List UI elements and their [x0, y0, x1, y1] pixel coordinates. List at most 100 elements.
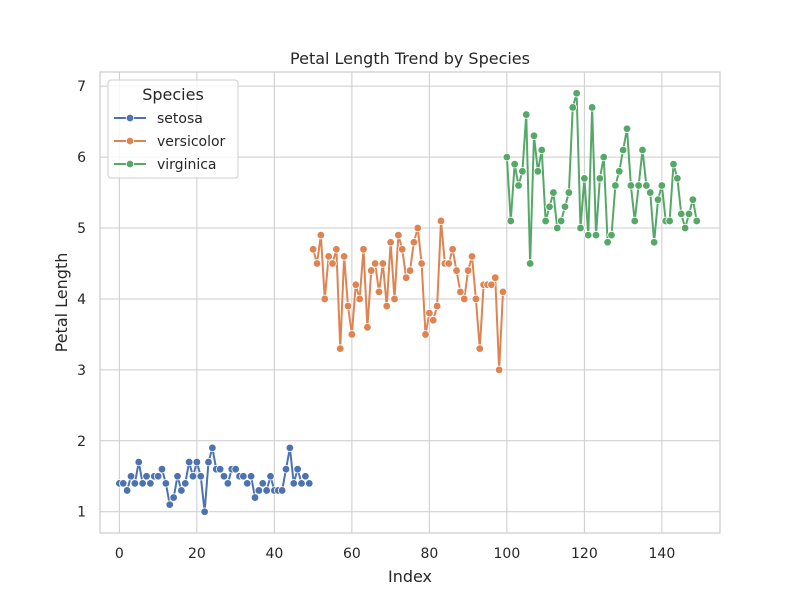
- data-point-versicolor: [374, 287, 384, 297]
- data-point-virginica: [549, 188, 558, 197]
- chart-title: Petal Length Trend by Species: [290, 49, 530, 68]
- data-point-setosa: [239, 472, 248, 481]
- data-point-virginica: [525, 259, 535, 268]
- data-point-virginica: [684, 209, 694, 219]
- data-point-setosa: [146, 479, 155, 488]
- data-point-virginica: [630, 216, 639, 226]
- data-point-setosa: [157, 464, 167, 474]
- data-point-setosa: [215, 464, 225, 474]
- data-point-versicolor: [328, 259, 337, 268]
- data-point-setosa: [138, 479, 147, 488]
- data-point-versicolor: [359, 245, 368, 254]
- x-tick-label: 100: [494, 546, 521, 562]
- data-point-versicolor: [491, 273, 500, 282]
- series-setosa: [115, 443, 314, 516]
- data-point-virginica: [607, 230, 616, 240]
- x-tick-label: 80: [420, 546, 438, 562]
- data-point-virginica: [646, 188, 655, 197]
- y-tick-label: 7: [77, 79, 86, 95]
- data-point-versicolor: [463, 266, 473, 275]
- data-point-versicolor: [436, 216, 446, 226]
- data-point-setosa: [153, 472, 163, 481]
- series-virginica: [502, 89, 701, 268]
- data-point-virginica: [572, 89, 581, 98]
- tick-labels: 0 20 40 60 80 100 120 140 1 2 3 4 5 6 7: [77, 79, 675, 562]
- legend-item-versicolor: versicolor: [114, 134, 226, 150]
- data-point-versicolor: [498, 287, 508, 297]
- data-point-virginica: [653, 195, 663, 204]
- data-point-setosa: [188, 472, 198, 481]
- data-point-versicolor: [308, 245, 318, 254]
- legend-item-setosa: setosa: [114, 111, 203, 127]
- data-point-versicolor: [386, 238, 395, 247]
- data-point-setosa: [231, 464, 240, 474]
- legend-item-virginica: virginica: [114, 157, 217, 173]
- data-point-setosa: [305, 479, 314, 488]
- data-point-setosa: [169, 493, 178, 502]
- data-point-setosa: [165, 500, 174, 509]
- data-point-virginica: [560, 202, 570, 211]
- data-point-setosa: [196, 472, 205, 481]
- data-point-versicolor: [409, 238, 419, 247]
- data-point-versicolor: [405, 266, 415, 275]
- data-point-versicolor: [421, 330, 430, 339]
- data-point-versicolor: [370, 259, 380, 268]
- data-point-setosa: [219, 472, 229, 481]
- data-point-setosa: [126, 472, 136, 481]
- data-point-setosa: [192, 457, 202, 467]
- data-point-virginica: [611, 181, 620, 190]
- x-tick-label: 40: [265, 546, 283, 562]
- data-point-setosa: [266, 472, 275, 481]
- data-point-virginica: [506, 216, 515, 226]
- data-point-setosa: [297, 479, 306, 488]
- y-tick-label: 5: [77, 221, 86, 237]
- data-point-virginica: [622, 124, 632, 133]
- data-point-virginica: [556, 216, 566, 226]
- series-versicolor: [308, 216, 508, 375]
- data-point-versicolor: [456, 287, 465, 297]
- data-point-virginica: [626, 181, 636, 190]
- data-point-virginica: [669, 159, 678, 169]
- data-point-setosa: [134, 457, 143, 467]
- legend-label-versicolor: versicolor: [157, 134, 226, 150]
- y-tick-label: 2: [77, 434, 86, 450]
- data-point-setosa: [130, 479, 140, 488]
- x-tick-label: 0: [115, 546, 124, 562]
- data-point-setosa: [208, 443, 217, 453]
- y-tick-label: 3: [77, 363, 86, 379]
- data-point-versicolor: [363, 323, 372, 332]
- data-point-virginica: [657, 181, 667, 190]
- data-point-versicolor: [494, 365, 504, 375]
- plot-area: [99, 71, 721, 534]
- data-point-versicolor: [448, 245, 457, 254]
- data-point-setosa: [122, 486, 132, 495]
- data-point-virginica: [673, 174, 682, 183]
- data-point-virginica: [692, 216, 701, 226]
- data-point-versicolor: [339, 252, 349, 261]
- data-point-setosa: [246, 472, 256, 481]
- data-point-virginica: [553, 223, 562, 233]
- data-point-setosa: [161, 479, 171, 488]
- data-point-virginica: [584, 230, 593, 240]
- data-point-versicolor: [452, 266, 461, 275]
- data-point-setosa: [293, 464, 302, 474]
- data-point-versicolor: [378, 259, 388, 268]
- data-point-setosa: [177, 486, 186, 495]
- data-point-versicolor: [444, 259, 453, 268]
- data-point-virginica: [688, 195, 698, 204]
- data-point-versicolor: [471, 294, 481, 304]
- data-point-virginica: [541, 216, 550, 226]
- data-point-setosa: [285, 443, 295, 453]
- data-point-virginica: [618, 145, 628, 155]
- data-point-virginica: [634, 181, 643, 190]
- legend-label-setosa: setosa: [157, 111, 203, 127]
- data-point-virginica: [502, 152, 512, 162]
- data-point-setosa: [223, 479, 233, 488]
- data-point-versicolor: [394, 230, 403, 240]
- legend-marker-virginica: [125, 159, 135, 169]
- data-point-virginica: [591, 230, 601, 240]
- data-point-setosa: [301, 472, 310, 481]
- data-point-virginica: [533, 167, 543, 176]
- legend-marker-versicolor: [125, 136, 135, 146]
